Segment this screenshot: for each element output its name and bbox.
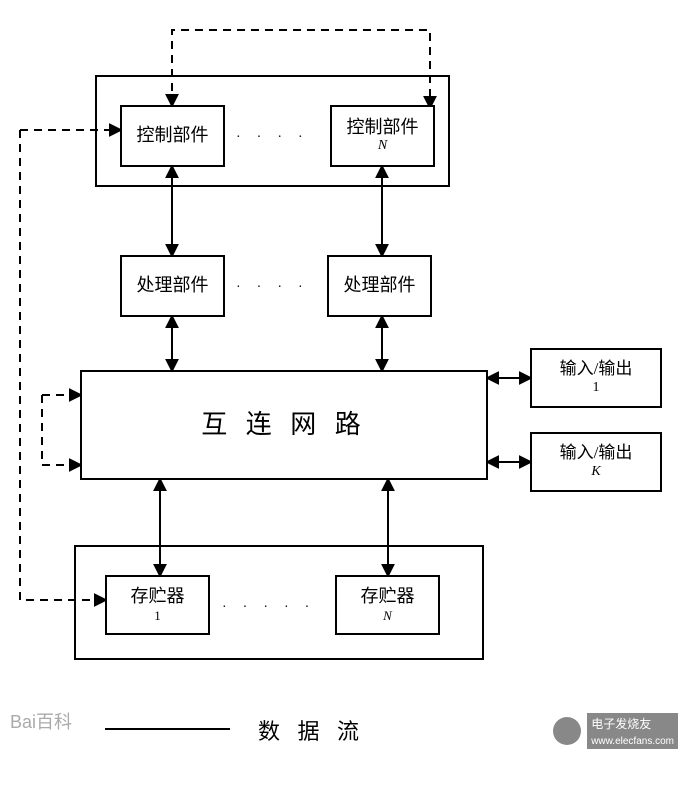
dots-control: ···· <box>236 130 319 146</box>
interconnect-box: 互 连 网 路 <box>80 370 488 480</box>
architecture-diagram: 控制部件 控制部件 N ···· 处理部件 处理部件 ···· 互 连 网 路 … <box>0 0 690 789</box>
io-k-box: 输入/输出 K <box>530 432 662 492</box>
watermark-baidu: Bai百科 <box>10 708 72 734</box>
watermark-right-url: www.elecfans.com <box>587 734 678 749</box>
storage-n-box: 存贮器 N <box>335 575 440 635</box>
dots-process: ···· <box>236 280 319 296</box>
process-n-box: 处理部件 <box>327 255 432 317</box>
interconnect-label: 互 连 网 路 <box>201 409 367 440</box>
elecfans-icon <box>553 717 581 745</box>
storage-n-label: 存贮器 <box>361 586 415 608</box>
process-1-label: 处理部件 <box>137 275 209 297</box>
control-1-label: 控制部件 <box>137 125 209 147</box>
io-1-label: 输入/输出 <box>560 359 633 379</box>
process-n-label: 处理部件 <box>344 275 416 297</box>
control-n-sub: N <box>378 138 387 155</box>
process-1-box: 处理部件 <box>120 255 225 317</box>
storage-1-box: 存贮器 1 <box>105 575 210 635</box>
control-n-box: 控制部件 N <box>330 105 435 167</box>
legend-line <box>105 728 230 730</box>
caption-label: 数 据 流 <box>258 714 365 746</box>
io-k-label: 输入/输出 <box>560 443 633 463</box>
watermark-elecfans: 电子发烧友 www.elecfans.com <box>553 713 678 749</box>
storage-1-label: 存贮器 <box>131 586 185 608</box>
io-1-box: 输入/输出 1 <box>530 348 662 408</box>
watermark-right-text: 电子发烧友 <box>587 713 678 734</box>
io-1-sub: 1 <box>593 380 600 397</box>
edge-dashed-left-down <box>20 130 105 600</box>
control-n-label: 控制部件 <box>347 117 419 139</box>
storage-n-sub: N <box>383 608 392 624</box>
dots-storage: ····· <box>222 600 325 616</box>
control-1-box: 控制部件 <box>120 105 225 167</box>
io-k-sub: K <box>591 464 600 481</box>
storage-1-sub: 1 <box>154 608 161 624</box>
edge-dashed-mid-2 <box>42 395 80 465</box>
